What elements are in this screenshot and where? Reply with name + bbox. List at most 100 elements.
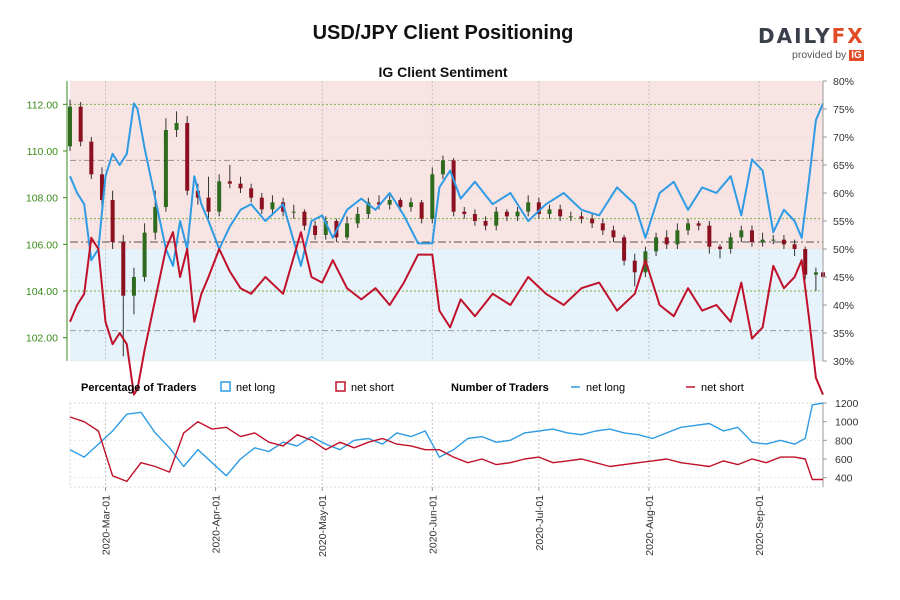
candle-body — [515, 211, 520, 217]
percent-tick-label: 55% — [833, 216, 854, 228]
candle-body — [792, 244, 797, 249]
candle-body — [398, 200, 403, 207]
dailyfx-logo: DAILYFX provided by IG — [758, 24, 868, 61]
candle-body — [68, 106, 72, 147]
candle-body — [739, 230, 744, 238]
candle-body — [302, 211, 307, 226]
candle-body — [707, 225, 712, 247]
candle-body — [313, 225, 318, 235]
candle-body — [153, 207, 158, 233]
candle-body — [377, 202, 382, 205]
candle-body — [568, 216, 573, 218]
date-tick-label: 2020-Jun-01 — [427, 495, 439, 554]
candle-body — [238, 183, 243, 189]
date-tick-label: 2020-Jul-01 — [534, 495, 546, 551]
lower-frame — [69, 402, 824, 488]
net-short-count-line — [69, 416, 823, 483]
legend-swatch-percent-short — [335, 381, 346, 392]
legend-percent-short: net short — [351, 382, 394, 394]
trader-count-chart: 400 600 800 1000 1200 — [69, 398, 859, 488]
percent-tick-label: 70% — [833, 132, 854, 144]
count-tick-label: 600 — [835, 454, 853, 466]
candle-body — [163, 130, 168, 207]
main-axes: 102.00 104.00 106.00 108.00 110.00 112.00 30% 3… — [26, 76, 854, 368]
percent-tick-label: 45% — [833, 272, 854, 284]
candle-body — [803, 249, 808, 275]
candle-body — [174, 123, 179, 130]
candle-body — [323, 221, 328, 235]
chart-subtitle: IG Client Sentiment — [378, 64, 508, 80]
date-tick-label: 2020-Sep-01 — [754, 495, 766, 556]
candle-body — [686, 223, 691, 231]
candle-body — [717, 246, 722, 249]
net-long-count-line — [69, 402, 824, 477]
percent-tick-label: 60% — [833, 188, 854, 200]
percent-tick-label: 80% — [833, 76, 854, 88]
count-tick-label: 1000 — [835, 417, 859, 429]
percent-tick-label: 40% — [833, 300, 854, 312]
date-tick-label: 2020-Mar-01 — [101, 495, 113, 555]
price-tick-label: 112.00 — [27, 99, 58, 111]
net-long-percent-line — [69, 102, 824, 267]
count-tick-label: 800 — [835, 435, 853, 447]
candle-body — [504, 211, 509, 217]
candle-body — [472, 214, 477, 221]
candle-body — [781, 239, 786, 245]
candle-body — [185, 123, 190, 191]
date-tick-label: 2020-May-01 — [317, 495, 329, 557]
percent-tick-label: 75% — [833, 104, 854, 116]
price-tick-label: 108.00 — [26, 193, 58, 205]
legend-count-title: Number of Traders — [451, 382, 549, 394]
price-tick-label: 104.00 — [26, 286, 58, 298]
reference-lines — [70, 103, 823, 332]
candle-body — [558, 209, 563, 217]
brand-name: DAILYFX — [758, 24, 868, 48]
net-short-percent-line — [69, 231, 824, 396]
brand-fx: FX — [831, 24, 865, 48]
candle-body — [217, 181, 222, 212]
candle-body — [728, 237, 733, 249]
candle-body — [579, 216, 584, 219]
candle-body — [440, 160, 445, 175]
candle-body — [771, 239, 776, 241]
percent-lines — [69, 102, 824, 396]
candle-body — [749, 230, 754, 242]
candle-body — [451, 160, 456, 212]
price-candles — [68, 99, 825, 357]
candle-body — [654, 237, 659, 252]
ig-logo: IG — [849, 50, 864, 61]
percent-tick-label: 30% — [833, 356, 854, 368]
legend: Percentage of Traders net long net short Nu… — [81, 381, 744, 394]
candle-body — [142, 232, 147, 277]
brand-provided-text: provided by — [792, 49, 847, 61]
date-tick-label: 2020-Aug-01 — [644, 495, 656, 556]
legend-percent-title: Percentage of Traders — [81, 382, 197, 394]
candle-body — [259, 197, 264, 210]
candle-body — [632, 260, 637, 273]
candle-body — [419, 202, 424, 219]
candle-body — [494, 211, 499, 226]
candle-body — [345, 223, 350, 238]
candle-body — [590, 218, 595, 224]
legend-count-short: net short — [701, 382, 744, 394]
candle-body — [430, 174, 435, 219]
legend-count-long: net long — [586, 382, 625, 394]
percent-tick-label: 50% — [833, 244, 854, 256]
price-tick-label: 106.00 — [26, 239, 58, 251]
legend-swatch-percent-long — [220, 381, 231, 392]
price-tick-label: 110.00 — [27, 146, 58, 158]
candle-body — [206, 197, 211, 212]
percent-tick-label: 65% — [833, 160, 854, 172]
candle-body — [675, 230, 680, 245]
candle-body — [99, 174, 104, 200]
candle-body — [760, 239, 765, 242]
candle-body — [547, 209, 552, 214]
legend-percent-long: net long — [236, 382, 275, 394]
candle-body — [664, 237, 669, 245]
candle-body — [611, 230, 616, 238]
candle-body — [387, 200, 392, 205]
brand-provided-by: provided by IG — [792, 49, 868, 61]
candle-body — [249, 188, 254, 198]
price-tick-label: 102.00 — [26, 333, 58, 345]
